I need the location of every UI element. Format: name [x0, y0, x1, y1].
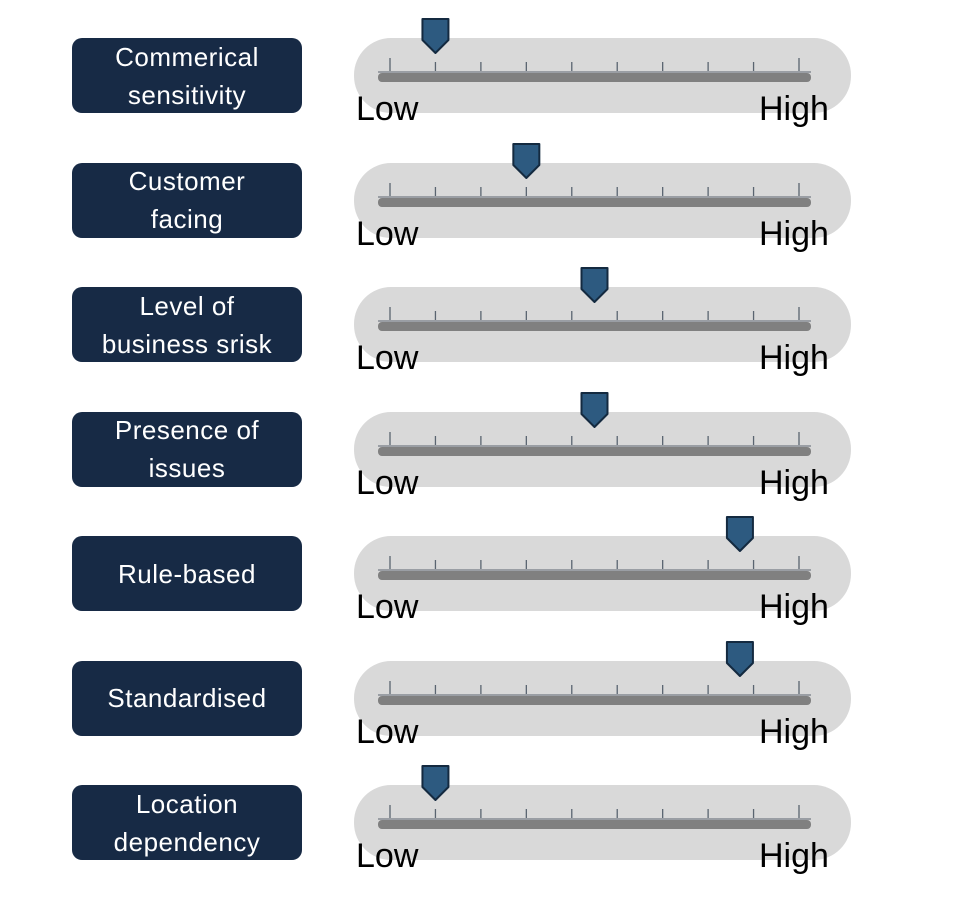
scale-high-label: High: [759, 463, 829, 502]
slider-marker-icon: [580, 267, 609, 303]
scale-row: Presence of issues Low High: [0, 374, 964, 502]
scale-low-label: Low: [356, 837, 419, 875]
scale-high-label: High: [759, 588, 829, 626]
slider-bar: [378, 322, 811, 331]
criterion-label: Rule-based: [118, 555, 256, 593]
slider-marker-icon: [421, 18, 450, 54]
scale-high-label: High: [759, 90, 829, 128]
scale-low-label: Low: [356, 712, 419, 751]
criterion-label-line: Customer: [128, 166, 246, 196]
criterion-label-box: Presence of issues: [72, 411, 302, 487]
criterion-label-line: Standardised: [107, 683, 267, 713]
scale-low-label: Low: [356, 339, 419, 377]
slider-ruler: [378, 18, 811, 82]
criterion-label: Commerical sensitivity: [115, 38, 259, 114]
criterion-label-box: Customer facing: [72, 162, 302, 238]
scale-low-label: Low: [356, 463, 419, 502]
scale-high-label: High: [759, 712, 829, 751]
criterion-label-line: issues: [148, 453, 226, 483]
scale-low-label: Low: [356, 214, 419, 253]
criterion-label-line: business srisk: [101, 328, 273, 359]
slider-ruler: [378, 142, 811, 207]
slider-marker-icon: [580, 391, 609, 428]
scale-low-label: Low: [356, 588, 419, 626]
criterion-label-line: facing: [150, 204, 224, 234]
slider-ruler: [378, 267, 811, 331]
slider-bar: [378, 820, 811, 829]
slider-marker-icon: [725, 640, 754, 677]
scale-row: Standardised Low High: [0, 623, 964, 751]
criterion-label-line: Rule-based: [118, 558, 256, 589]
slider-marker-icon: [512, 142, 541, 179]
slider-ruler: [378, 516, 811, 580]
criterion-label: Standardised: [107, 679, 266, 717]
slider-ruler: [378, 391, 811, 456]
scale-row: Level of business srisk Low High: [0, 249, 964, 377]
scale-low-label: Low: [356, 90, 419, 128]
slider-bar: [378, 446, 811, 456]
slider-marker-icon: [421, 765, 450, 801]
slider-bar: [378, 695, 811, 705]
scale-high-label: High: [759, 214, 829, 253]
scale-high-label: High: [759, 339, 829, 377]
criterion-label-line: Level of: [139, 290, 235, 321]
criterion-label-box: Rule-based: [72, 536, 302, 611]
criterion-label: Presence of issues: [115, 411, 259, 487]
criterion-label-line: Commerical: [115, 41, 259, 72]
criterion-label-line: sensitivity: [127, 79, 247, 110]
slider-bar: [378, 197, 811, 207]
criterion-label-box: Commerical sensitivity: [72, 38, 302, 113]
scale-row: Location dependency Low High: [0, 747, 964, 875]
criterion-label-line: dependency: [113, 826, 261, 857]
slider-marker-icon: [725, 516, 754, 552]
scale-high-label: High: [759, 837, 829, 875]
scale-row: Commerical sensitivity Low High: [0, 0, 964, 128]
slider-ruler: [378, 640, 811, 705]
criterion-label-box: Standardised: [72, 660, 302, 736]
criterion-label-line: Location: [135, 788, 239, 819]
slider-bar: [378, 571, 811, 580]
criterion-label: Level of business srisk: [102, 287, 272, 363]
criterion-label: Customer facing: [129, 162, 246, 238]
criterion-label: Location dependency: [114, 785, 261, 861]
criterion-label-line: Presence of: [114, 415, 260, 445]
criterion-label-box: Location dependency: [72, 785, 302, 860]
scale-row: Customer facing Low High: [0, 125, 964, 253]
slider-bar: [378, 73, 811, 82]
slider-ruler: [378, 765, 811, 829]
criterion-label-box: Level of business srisk: [72, 287, 302, 362]
scale-row: Rule-based Low High: [0, 498, 964, 626]
